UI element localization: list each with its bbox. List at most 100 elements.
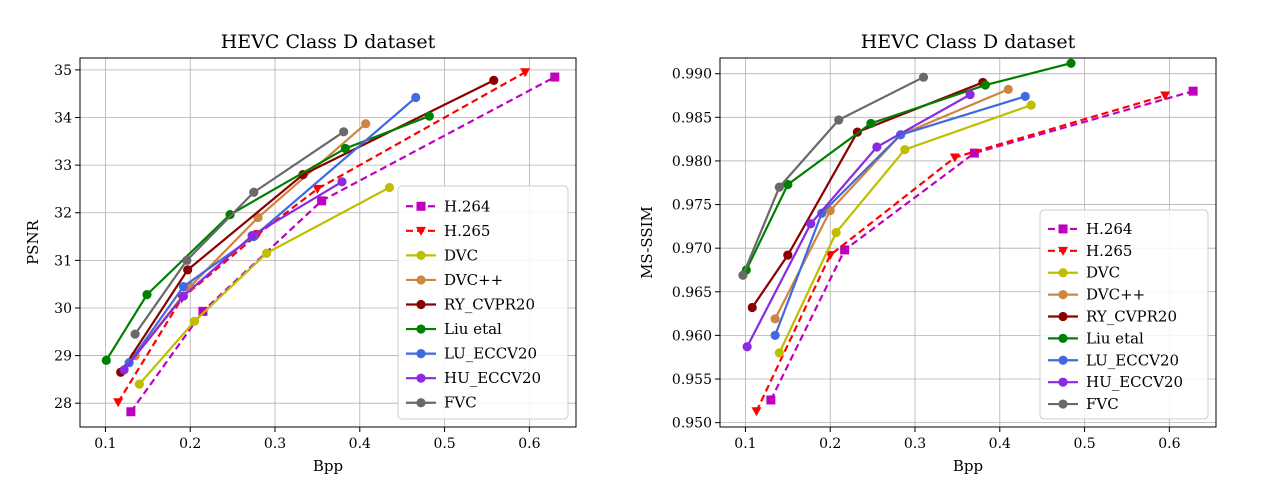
data-point-lu-eccv20 [411, 92, 421, 103]
legend-label-hu-eccv20: HU_ECCV20 [1086, 373, 1183, 391]
y-tick-label: 0.990 [672, 67, 712, 83]
data-point-hu-eccv20 [806, 219, 816, 229]
y-tick-label: 35 [54, 63, 72, 79]
x-axis-label: Bpp [953, 457, 983, 475]
data-point-liu-etal [225, 210, 235, 220]
data-point-dvc- [1003, 84, 1013, 95]
data-point-ry-cvpr20 [489, 75, 499, 85]
legend-marker-dvc [416, 250, 426, 260]
y-tick-label: 0.950 [672, 416, 712, 432]
data-point-liu-etal [340, 143, 350, 154]
legend-label-dvc: DVC [1086, 264, 1120, 282]
legend-label-lu-eccv20: LU_ECCV20 [1086, 351, 1179, 369]
data-point-lu-eccv20 [178, 281, 189, 292]
x-tick-label: 0.2 [179, 436, 201, 452]
x-tick-label: 0.4 [989, 436, 1011, 452]
legend-marker-dvc- [416, 275, 426, 285]
legend-marker-ry-cvpr20 [1058, 311, 1068, 322]
y-tick-label: 30 [54, 301, 72, 317]
data-point-lu-eccv20 [817, 208, 827, 218]
x-tick-label: 0.1 [734, 436, 756, 452]
series-line-lu-eccv20 [128, 96, 417, 364]
data-point-liu-etal [1066, 58, 1076, 68]
data-point-lu-eccv20 [770, 330, 780, 341]
legend-marker-fvc [416, 398, 426, 408]
data-point-h-264 [1188, 86, 1198, 96]
legend-marker-h-265 [1058, 246, 1068, 256]
legend-marker-liu-etal [1058, 333, 1068, 343]
y-tick-label: 31 [54, 253, 72, 269]
x-tick-label: 0.6 [1158, 436, 1180, 452]
y-tick-label: 0.965 [672, 285, 712, 301]
y-axis-label: PSNR [24, 219, 42, 264]
legend-marker-ry-cvpr20 [416, 299, 426, 310]
legend-marker-h-264 [416, 201, 426, 211]
x-axis-label: Bpp [313, 457, 343, 475]
series-line-fvc [134, 130, 345, 335]
data-point-dvc [900, 144, 910, 155]
chart-panel-2: 0.1 0.2 0.3 0.4 0.5 0.6 0.950 0.955 0.960 0.965 0.… [638, 31, 1217, 475]
series-group [101, 68, 560, 417]
chart-title: HEVC Class D dataset [221, 31, 436, 53]
data-point-dvc [384, 182, 395, 193]
x-tick-label: 0.4 [349, 436, 371, 452]
legend-marker-h-264 [1058, 224, 1068, 234]
data-point-h-264 [766, 395, 776, 405]
series-line-fvc [741, 76, 924, 276]
legend: H.264 H.265 DVC DVC++ RY_CVPR20 Liu etal LU_EC… [1039, 209, 1209, 420]
data-point-liu-etal [142, 290, 152, 300]
data-point-h-264 [840, 245, 850, 255]
data-point-h-264 [550, 72, 560, 82]
legend-label-h-264: H.264 [1086, 220, 1132, 238]
data-point-h-265 [751, 407, 762, 417]
legend-marker-dvc- [1058, 290, 1068, 300]
data-point-fvc [774, 182, 784, 192]
y-tick-label: 34 [54, 111, 72, 127]
data-point-liu-etal [866, 118, 876, 129]
data-point-dvc- [770, 314, 780, 324]
x-tick-label: 0.1 [94, 436, 116, 452]
data-point-dvc- [253, 212, 263, 223]
y-axis-label: MS-SSIM [638, 206, 656, 279]
series-line-h-264 [769, 90, 1194, 401]
plot-frame [719, 57, 1217, 428]
legend-marker-hu-eccv20 [1058, 377, 1068, 387]
y-tick-label: 0.975 [672, 198, 712, 214]
y-tick-label: 29 [54, 349, 72, 365]
data-point-hu-eccv20 [872, 142, 882, 152]
x-tick-label: 0.2 [819, 436, 841, 452]
data-point-dvc [134, 379, 144, 389]
data-point-h-264 [969, 148, 979, 158]
data-point-dvc- [361, 119, 371, 129]
legend-label-liu-etal: Liu etal [444, 320, 502, 338]
data-point-hu-eccv20 [178, 291, 189, 301]
data-point-ry-cvpr20 [747, 302, 757, 313]
data-point-h-265 [312, 184, 323, 194]
data-point-fvc [182, 255, 192, 265]
legend-label-fvc: FVC [1086, 395, 1119, 413]
y-tick-label: 0.955 [672, 372, 712, 388]
data-point-dvc [774, 348, 784, 358]
legend-marker-dvc [1058, 268, 1068, 278]
series-line-dvc- [774, 88, 1009, 320]
legend-marker-h-265 [416, 226, 426, 236]
data-point-hu-eccv20 [742, 342, 752, 352]
legend-label-h-265: H.265 [1086, 242, 1132, 260]
data-point-fvc [738, 270, 748, 280]
series-group [738, 58, 1198, 417]
data-point-dvc [261, 248, 272, 258]
data-point-hu-eccv20 [965, 90, 975, 100]
data-point-h-264 [198, 306, 208, 316]
data-point-hu-eccv20 [119, 365, 129, 375]
data-point-liu-etal [783, 179, 793, 190]
legend-label-lu-eccv20: LU_ECCV20 [444, 345, 537, 363]
series-line-h-265 [755, 94, 1166, 412]
chart-panel-1: 0.1 0.2 0.3 0.4 0.5 0.6 28 29 30 31 32 33 34 35 HEVC C… [24, 31, 577, 475]
data-point-h-264 [126, 407, 136, 417]
y-tick-label: 0.980 [672, 154, 712, 170]
data-point-h-265 [113, 398, 124, 408]
x-tick-label: 0.3 [264, 436, 286, 452]
y-tick-label: 33 [54, 158, 72, 174]
legend-box [1039, 209, 1209, 420]
